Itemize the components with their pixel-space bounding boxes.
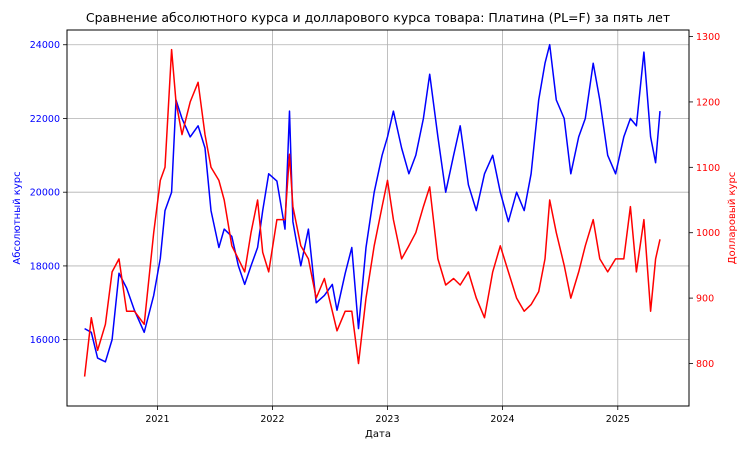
x-tick-label: 2021: [145, 414, 169, 425]
left-y-axis: 16000 18000 20000 22000 24000: [30, 40, 67, 346]
x-axis-label: Дата: [365, 429, 391, 440]
right-y-axis: 800 900 1000 1100 1200 1300: [689, 32, 720, 370]
left-tick-label: 18000: [30, 261, 60, 272]
right-tick-label: 1100: [696, 163, 720, 174]
left-tick-label: 24000: [30, 40, 60, 51]
right-tick-label: 1000: [696, 228, 720, 239]
right-tick-label: 1200: [696, 97, 720, 108]
right-tick-label: 900: [696, 294, 714, 305]
left-axis-label: Абсолютный курс: [12, 171, 23, 264]
x-tick-label: 2023: [375, 414, 399, 425]
series-line-right: [83, 48, 661, 377]
left-tick-label: 16000: [30, 335, 60, 346]
x-tick-label: 2024: [490, 414, 514, 425]
right-tick-label: 1300: [696, 32, 720, 43]
left-tick-label: 20000: [30, 188, 60, 199]
x-axis: 2021 2022 2023 2024 2025: [145, 406, 630, 425]
series-layer: [83, 43, 661, 377]
chart-title: Сравнение абсолютного курса и долларовог…: [86, 10, 670, 25]
right-axis-label: Долларовый курс: [727, 172, 738, 265]
plot-frame: [66, 29, 690, 407]
series-line-left: [84, 43, 661, 363]
left-tick-label: 22000: [30, 114, 60, 125]
x-tick-label: 2025: [606, 414, 630, 425]
x-tick-label: 2022: [260, 414, 284, 425]
right-tick-label: 800: [696, 359, 714, 370]
